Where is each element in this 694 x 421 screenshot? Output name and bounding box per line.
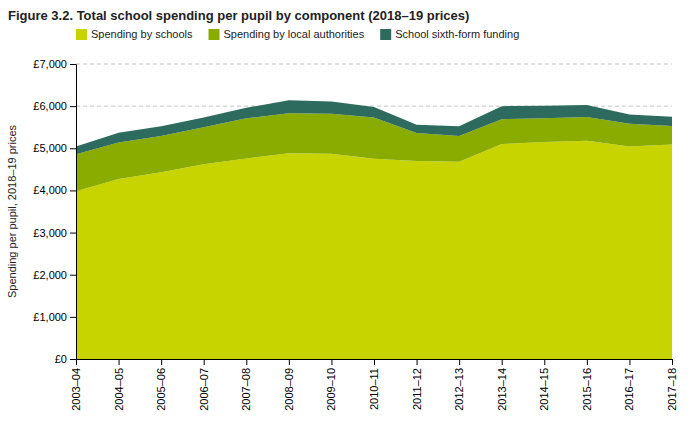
tick: 2009–10: [325, 359, 337, 411]
tick-mark: [70, 64, 76, 65]
tick-mark: [204, 359, 205, 365]
tick-mark: [70, 317, 76, 318]
tick: 2004–05: [113, 359, 125, 411]
tick-mark: [502, 359, 503, 365]
tick-mark: [119, 359, 120, 365]
tick-label: 2016–17: [623, 368, 635, 411]
tick-label: £0: [55, 353, 67, 365]
tick: 2011–12: [411, 359, 423, 410]
tick-label: 2004–05: [113, 368, 125, 411]
areas: [76, 100, 672, 359]
tick-mark: [331, 359, 332, 365]
tick-label: £4,000: [33, 184, 67, 196]
tick-label: 2006–07: [198, 368, 210, 411]
tick-label: £3,000: [33, 227, 67, 239]
tick-label: 2015–16: [581, 368, 593, 411]
grid: [76, 64, 672, 359]
tick-mark: [70, 148, 76, 149]
legend-label: School sixth-form funding: [395, 28, 519, 40]
tick-mark: [70, 190, 76, 191]
tick-mark: [289, 359, 290, 365]
area: [76, 113, 672, 191]
tick-mark: [629, 359, 630, 365]
tick: 2007–08: [240, 359, 252, 411]
tick-label: 2003–04: [70, 368, 82, 411]
y-axis-title: Spending per pupil, 2018–19 prices: [6, 124, 18, 298]
chart: Figure 3.2. Total school spending per pu…: [0, 0, 694, 421]
tick-mark: [544, 359, 545, 365]
tick-mark: [587, 359, 588, 365]
tick: 2015–16: [581, 359, 593, 411]
legend-swatch: [380, 29, 391, 40]
tick-mark: [246, 359, 247, 365]
tick-label: 2010–11: [368, 368, 380, 410]
tick-label: 2012–13: [453, 368, 465, 411]
legend: Spending by schools Spending by local aut…: [76, 28, 519, 40]
tick: 2005–06: [155, 359, 167, 411]
tick: 2016–17: [623, 359, 635, 411]
tick: 2006–07: [198, 359, 210, 411]
tick-label: 2005–06: [155, 368, 167, 411]
tick-mark: [70, 359, 76, 360]
tick-label: 2013–14: [496, 368, 508, 411]
tick-label: 2009–10: [325, 368, 337, 411]
tick: 2013–14: [496, 359, 508, 411]
tick: £2,000: [33, 269, 76, 281]
tick-mark: [161, 359, 162, 365]
legend-label: Spending by local authorities: [224, 28, 365, 40]
tick-label: £6,000: [33, 100, 67, 112]
tick: 2014–15: [538, 359, 550, 411]
legend-item: School sixth-form funding: [380, 28, 519, 40]
x-axis: 2003–04 2004–05 2005–06 2006–07 2007–08 2008–…: [70, 359, 678, 411]
legend-label: Spending by schools: [91, 28, 193, 40]
tick-label: £1,000: [33, 311, 67, 323]
tick: £3,000: [33, 227, 76, 239]
legend-item: Spending by local authorities: [209, 28, 365, 40]
tick-label: £2,000: [33, 269, 67, 281]
tick: £6,000: [33, 100, 76, 112]
tick: 2017–18: [666, 359, 678, 411]
tick-label: 2014–15: [538, 368, 550, 411]
grid-line: [76, 64, 672, 65]
tick-mark: [374, 359, 375, 365]
tick-mark: [672, 359, 673, 365]
tick: £4,000: [33, 184, 76, 196]
tick-label: 2007–08: [240, 368, 252, 411]
tick: £7,000: [33, 58, 76, 70]
plot: £0 £1,000 £2,000 £3,000 £4,000 £5,000 £6,000 £7…: [6, 58, 678, 411]
tick-label: 2017–18: [666, 368, 678, 411]
tick: £1,000: [33, 311, 76, 323]
tick: £0: [55, 353, 76, 365]
tick-mark: [417, 359, 418, 365]
legend-swatch: [76, 29, 87, 40]
tick: 2008–09: [283, 359, 295, 411]
legend-item: Spending by schools: [76, 28, 193, 40]
tick-mark: [70, 106, 76, 107]
area: [76, 141, 672, 359]
tick-mark: [70, 275, 76, 276]
tick-label: 2008–09: [283, 368, 295, 411]
legend-swatch: [209, 29, 220, 40]
axis-line: [70, 65, 77, 360]
axis-line: [77, 360, 673, 366]
tick-mark: [459, 359, 460, 365]
tick-label: 2011–12: [411, 368, 423, 410]
tick-mark: [76, 359, 77, 365]
y-axis: £0 £1,000 £2,000 £3,000 £4,000 £5,000 £6,000 £7…: [33, 58, 76, 365]
tick: 2003–04: [70, 359, 82, 411]
title: Figure 3.2. Total school spending per pu…: [8, 8, 469, 23]
area: [76, 100, 672, 154]
tick: 2012–13: [453, 359, 465, 411]
tick: 2010–11: [368, 359, 380, 410]
tick-label: £7,000: [33, 58, 67, 70]
tick-label: £5,000: [33, 142, 67, 154]
tick-mark: [70, 233, 76, 234]
tick: £5,000: [33, 142, 76, 154]
